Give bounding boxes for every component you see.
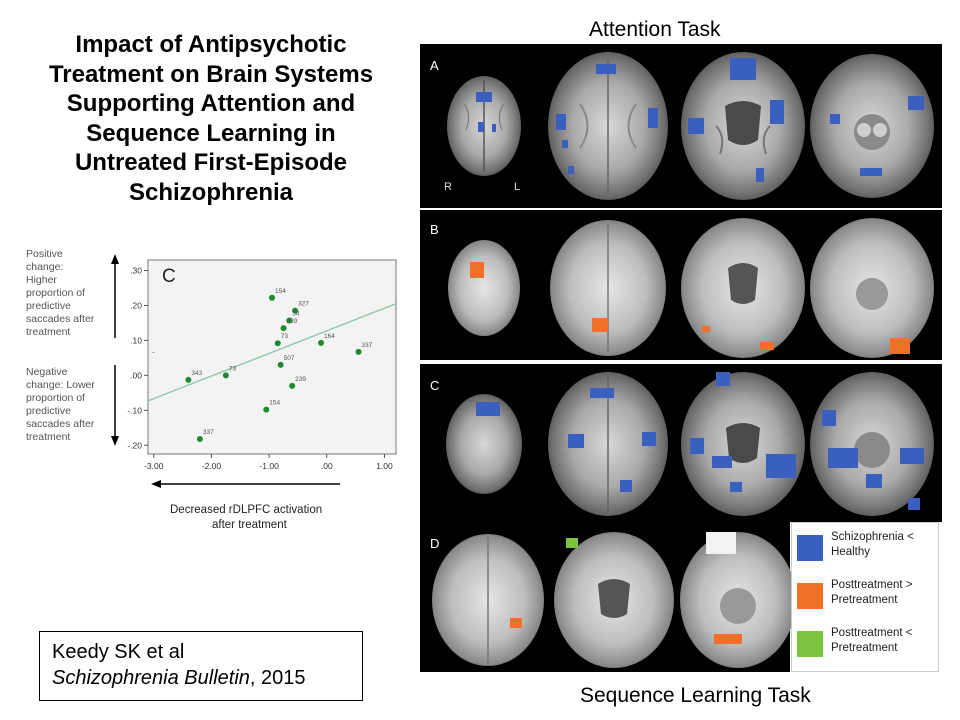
title-line: Impact of Antipsychotic	[75, 31, 347, 58]
up-arrowhead	[111, 254, 119, 264]
y-tick-label: .00	[130, 370, 142, 380]
brain-slice	[550, 220, 666, 356]
brain-slice	[681, 52, 805, 200]
title-line: Schizophrenia	[128, 178, 294, 206]
data-point	[185, 376, 192, 383]
chart-panel-label: C	[162, 266, 176, 287]
reference-citation: Schizophrenia Bulletin, 2015	[52, 665, 350, 691]
brain-slice	[681, 218, 805, 358]
title-line: Supporting Attention and	[66, 90, 356, 117]
point-label: 507	[284, 355, 295, 362]
brain-slice	[448, 240, 520, 336]
legend-swatch	[797, 631, 823, 657]
brain-slice	[681, 372, 805, 516]
fit-line	[147, 303, 397, 402]
point-label: 34	[292, 310, 300, 317]
x-axis-label-line2: after treatment	[212, 519, 288, 531]
legend-label: Posttreatment > Pretreatment	[831, 579, 913, 606]
data-point	[274, 340, 281, 347]
negative-change-label: Negative change: Lower proportion of pre…	[26, 366, 98, 443]
legend-item: Posttreatment < Pretreatment	[794, 623, 938, 667]
point-label: 337	[203, 429, 214, 436]
down-arrowhead	[111, 436, 119, 446]
positive-change-label: Positive change: Higher proportion of pr…	[26, 248, 97, 338]
x-arrowhead	[151, 480, 161, 488]
y-tick-label: .20	[130, 300, 142, 310]
x-axis-label: Decreased rDLPFC activation after treatm…	[170, 504, 325, 531]
y-tick-label: -.20	[127, 440, 142, 450]
data-point	[289, 382, 296, 389]
data-point	[222, 372, 229, 379]
point-label: 239	[287, 318, 298, 325]
title-line: Treatment on Brain Systems	[48, 60, 374, 88]
point-label: 239	[295, 376, 306, 383]
title-line: Untreated First-Episode	[74, 149, 348, 176]
legend-label: Schizophrenia < Healthy	[831, 531, 914, 558]
attention-task-label: Attention Task	[589, 18, 721, 41]
activation-clusters	[470, 262, 910, 354]
legend-item: Schizophrenia < Healthy	[794, 527, 938, 571]
point-label: 327	[298, 301, 309, 308]
scatter-chart: Positive change: Higher proportion of pr…	[0, 240, 405, 540]
reference-year: , 2015	[249, 667, 306, 689]
point-label: 73	[281, 333, 289, 340]
x-tick-label: -2.00	[202, 461, 222, 471]
legend-item: Posttreatment > Pretreatment	[794, 575, 938, 619]
legend-swatch	[797, 535, 823, 561]
data-point	[196, 435, 203, 442]
activation-clusters	[476, 58, 924, 182]
brain-slice	[810, 54, 934, 198]
stray-dot: .	[152, 345, 155, 355]
reference-journal: Schizophrenia Bulletin	[52, 667, 250, 689]
x-tick-label: -1.00	[259, 461, 279, 471]
x-tick-label: -3.00	[144, 461, 164, 471]
y-tick-label: .10	[130, 335, 142, 345]
data-point	[277, 361, 284, 368]
x-tick-label: .00	[321, 461, 333, 471]
slide-title: Impact of Antipsychotic Treatment on Bra…	[22, 30, 400, 207]
panel-label-d: D	[430, 536, 439, 551]
activation-clusters	[476, 372, 924, 510]
brain-slice	[810, 218, 934, 358]
panel-label-a: A	[430, 58, 439, 73]
color-legend: Schizophrenia < Healthy Posttreatment > …	[791, 522, 939, 672]
point-label: 154	[269, 400, 280, 407]
reference-box: Keedy SK et al Schizophrenia Bulletin, 2…	[39, 631, 363, 701]
data-point	[355, 348, 362, 355]
point-label: 73	[229, 365, 237, 372]
brain-scan-panels: A R L B	[420, 44, 942, 672]
point-label: 154	[275, 288, 286, 295]
brain-slice	[554, 532, 674, 668]
data-point	[286, 317, 293, 324]
brain-slice	[432, 534, 544, 666]
data-point	[263, 406, 270, 413]
activation-clusters	[510, 538, 742, 644]
data-point	[269, 294, 275, 301]
data-point	[318, 339, 325, 346]
brain-slice	[680, 532, 796, 668]
panel-label-b: B	[430, 222, 439, 237]
legend-label: Posttreatment < Pretreatment	[831, 627, 913, 654]
point-label: 343	[191, 370, 202, 377]
title-line: Sequence Learning in	[86, 119, 336, 147]
reference-authors: Keedy SK et al	[52, 641, 185, 663]
brain-slice	[446, 394, 522, 494]
y-tick-label: -.10	[127, 405, 142, 415]
data-point	[292, 307, 299, 314]
plot-frame	[147, 259, 397, 455]
y-tick-label: .30	[130, 265, 142, 275]
legend-swatch	[797, 583, 823, 609]
orientation-left: L	[514, 181, 520, 193]
point-label: 164	[324, 333, 335, 340]
sequence-task-label: Sequence Learning Task	[580, 684, 811, 707]
point-label: 337	[362, 342, 373, 349]
data-point	[280, 325, 287, 332]
x-tick-label: 1.00	[376, 461, 393, 471]
orientation-right: R	[444, 181, 452, 193]
brain-slice	[548, 52, 668, 200]
brain-slice	[810, 372, 934, 516]
x-axis-label-line1: Decreased rDLPFC activation	[170, 504, 322, 516]
panel-label-c: C	[430, 378, 439, 393]
